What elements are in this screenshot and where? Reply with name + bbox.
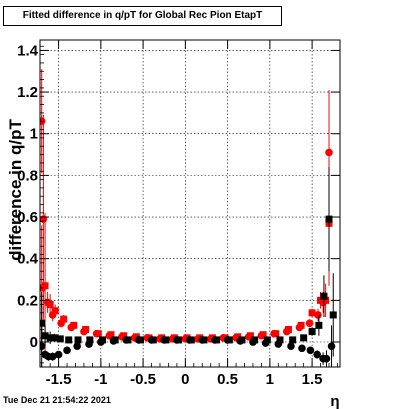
- data-point-square: [74, 336, 82, 344]
- data-point-circle: [322, 354, 331, 363]
- data-point-square: [284, 326, 292, 334]
- data-point-square: [317, 296, 325, 304]
- x-tick-label: 1: [266, 371, 274, 388]
- data-point-square: [99, 336, 107, 344]
- data-point-square: [94, 330, 102, 338]
- data-point-square: [132, 333, 140, 341]
- data-point-square: [51, 307, 59, 315]
- data-point-square: [225, 336, 233, 344]
- data-point-square: [60, 315, 68, 323]
- x-tick-label: 0: [181, 371, 189, 388]
- data-point-circle: [73, 342, 81, 350]
- data-point-square: [251, 336, 259, 344]
- data-point-square: [246, 332, 254, 340]
- data-point-square: [46, 334, 54, 342]
- data-point-circle: [314, 311, 322, 319]
- data-point-circle: [287, 342, 295, 350]
- data-point-circle: [327, 342, 336, 350]
- grid-lines: [40, 40, 340, 367]
- data-point-square: [259, 331, 267, 339]
- data-point-circle: [298, 344, 306, 353]
- data-point-square: [70, 321, 78, 329]
- data-point-circle: [48, 352, 57, 361]
- data-point-square: [187, 336, 195, 344]
- data-point-square: [41, 332, 49, 340]
- data-point-square: [162, 336, 170, 344]
- axes: -1.5 -1 -0.5 0 0.5 1 1.5 0 0.2 0.4 0.6 0.8 1 1.2 1.4: [17, 40, 340, 388]
- data-point-square: [41, 282, 49, 290]
- plot-frame: [39, 39, 341, 368]
- data-point-square: [308, 328, 316, 336]
- data-point-circle: [313, 350, 321, 359]
- data-point-circle: [40, 215, 48, 223]
- data-point-square: [322, 296, 330, 304]
- y-tick-label: 1.4: [17, 42, 39, 59]
- data-point-square: [308, 309, 316, 317]
- data-point-square: [297, 321, 305, 329]
- timestamp: Tue Dec 21 21:54:22 2021: [3, 395, 111, 405]
- data-point-circle: [54, 350, 63, 359]
- data-point-square: [263, 336, 271, 344]
- data-point-square: [111, 336, 119, 344]
- y-tick-label: 0.2: [17, 292, 38, 309]
- data-point-circle: [305, 319, 314, 328]
- data-point-square: [137, 336, 145, 344]
- data-point-square: [86, 336, 94, 344]
- y-tick-label: 1: [30, 126, 38, 143]
- data-point-circle: [325, 148, 333, 157]
- data-point-square: [107, 331, 115, 339]
- data-point-square: [238, 336, 246, 344]
- data-point-square: [200, 336, 208, 344]
- x-tick-label: 1.5: [302, 371, 323, 388]
- x-tick-label: -1.5: [46, 371, 72, 388]
- data-point-square: [124, 336, 132, 344]
- data-point-square: [40, 319, 46, 327]
- x-tick-label: -0.5: [130, 371, 156, 388]
- data-point-circle: [306, 346, 315, 355]
- data-point-square: [234, 333, 242, 341]
- data-point-square: [289, 336, 297, 344]
- data-point-square: [50, 334, 58, 342]
- data-point-square: [300, 334, 308, 342]
- y-tick-label: 1.2: [17, 84, 38, 101]
- data-point-square: [46, 301, 54, 309]
- x-axis-title: η: [330, 393, 339, 409]
- data-point-square: [149, 336, 157, 344]
- y-tick-label: 0.4: [17, 251, 39, 268]
- data-point-square: [56, 335, 64, 343]
- y-tick-label: 0.8: [17, 167, 38, 184]
- series-group: [40, 69, 337, 367]
- data-point-square: [276, 336, 284, 344]
- data-point-square: [175, 336, 183, 344]
- data-point-square: [325, 215, 333, 223]
- x-tick-label: -1: [94, 371, 107, 388]
- y-tick-label: 0.6: [17, 209, 38, 226]
- data-point-square: [315, 321, 323, 329]
- data-point-square: [272, 330, 280, 338]
- data-point-square: [120, 332, 128, 340]
- data-point-square: [320, 292, 328, 300]
- y-axis-title: difference in q/pT: [6, 119, 25, 261]
- data-point-square: [213, 336, 221, 344]
- data-point-square: [329, 311, 337, 319]
- data-point-square: [65, 336, 73, 344]
- x-tick-label: 0.5: [217, 371, 238, 388]
- data-series: [40, 69, 337, 367]
- chart-title: Fitted difference in q/pT for Global Rec…: [3, 6, 282, 26]
- y-tick-label: 0: [30, 334, 38, 351]
- data-point-circle: [63, 346, 71, 355]
- data-point-square: [82, 326, 90, 334]
